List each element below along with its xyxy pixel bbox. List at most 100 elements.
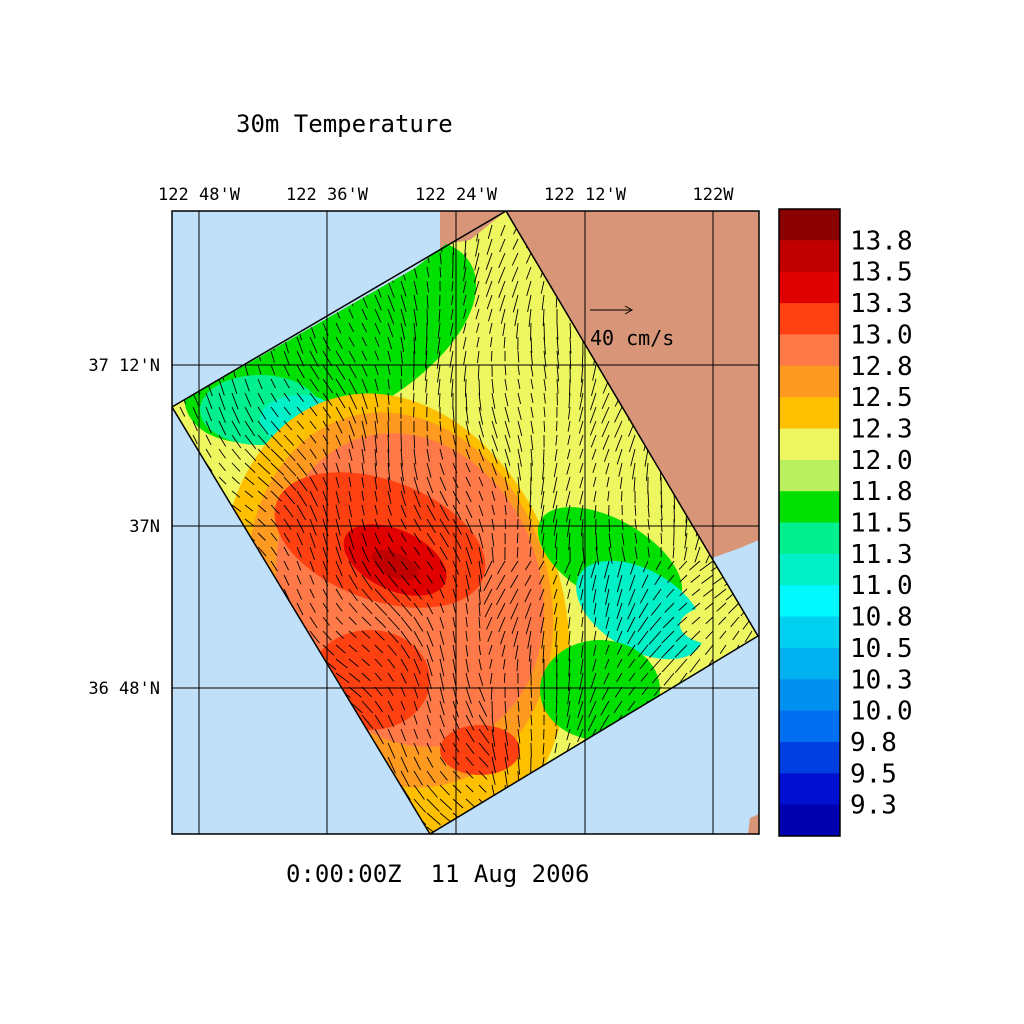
velocity-arrow bbox=[555, 546, 558, 560]
velocity-arrow bbox=[639, 588, 649, 604]
velocity-arrow bbox=[486, 294, 493, 310]
velocity-arrow bbox=[478, 476, 484, 487]
velocity-arrow bbox=[361, 392, 368, 410]
velocity-arrow bbox=[231, 504, 242, 512]
velocity-arrow bbox=[594, 504, 597, 519]
velocity-arrow bbox=[387, 490, 392, 504]
velocity-arrow bbox=[437, 378, 441, 396]
velocity-arrow bbox=[361, 406, 368, 425]
velocity-arrow bbox=[511, 266, 519, 282]
velocity-arrow bbox=[437, 336, 441, 355]
velocity-arrow bbox=[478, 616, 481, 629]
velocity-arrow bbox=[555, 700, 558, 715]
velocity-arrow bbox=[439, 476, 447, 491]
velocity-arrow bbox=[551, 560, 558, 571]
velocity-arrow bbox=[400, 490, 407, 507]
velocity-arrow bbox=[244, 476, 255, 486]
velocity-arrow bbox=[511, 616, 519, 634]
velocity-arrow bbox=[616, 574, 623, 593]
colorbar-label: 12.3 bbox=[850, 415, 913, 445]
velocity-arrow bbox=[655, 560, 662, 571]
velocity-arrow bbox=[541, 532, 545, 546]
velocity-arrow bbox=[387, 294, 395, 312]
velocity-arrow bbox=[678, 560, 688, 570]
velocity-arrow bbox=[439, 448, 444, 460]
velocity-arrow bbox=[361, 714, 374, 729]
velocity-arrow bbox=[556, 322, 559, 340]
velocity-arrow bbox=[719, 644, 727, 654]
velocity-arrow bbox=[496, 588, 506, 606]
velocity-arrow bbox=[592, 588, 597, 603]
graticule bbox=[172, 211, 759, 834]
velocity-arrow bbox=[439, 630, 445, 646]
velocity-arrow bbox=[424, 364, 428, 381]
velocity-arrow bbox=[283, 546, 290, 557]
velocity-arrow bbox=[516, 322, 519, 339]
velocity-arrow bbox=[530, 336, 533, 353]
velocity-arrow bbox=[530, 700, 533, 712]
velocity-arrow bbox=[439, 434, 443, 445]
velocity-arrow bbox=[529, 504, 532, 520]
velocity-arrow bbox=[361, 560, 372, 577]
velocity-arrow bbox=[543, 392, 546, 404]
velocity-arrow bbox=[374, 420, 378, 439]
velocity-arrow bbox=[517, 378, 521, 389]
velocity-arrow bbox=[524, 602, 532, 619]
velocity-arrow bbox=[218, 420, 227, 436]
velocity-arrow bbox=[543, 420, 546, 432]
velocity-arrow bbox=[309, 476, 318, 491]
velocity-arrow bbox=[552, 574, 558, 585]
velocity-arrow bbox=[704, 644, 714, 655]
velocity-arrow bbox=[567, 602, 571, 614]
velocity-arrow bbox=[437, 322, 441, 339]
velocity-arrow bbox=[400, 322, 406, 340]
velocity-arrow bbox=[439, 266, 442, 278]
velocity-arrow bbox=[426, 742, 432, 753]
velocity-arrow bbox=[231, 462, 241, 472]
velocity-arrow bbox=[628, 658, 636, 669]
velocity-arrow bbox=[503, 672, 506, 684]
velocity-arrow bbox=[465, 714, 475, 731]
velocity-arrow bbox=[335, 350, 345, 365]
velocity-arrow bbox=[218, 462, 226, 472]
velocity-arrow bbox=[679, 574, 688, 583]
colorbar-segment bbox=[779, 679, 840, 712]
velocity-arrow bbox=[348, 448, 353, 461]
velocity-arrow bbox=[654, 574, 662, 586]
velocity-arrow bbox=[387, 742, 396, 759]
velocity-arrow bbox=[591, 448, 597, 460]
colorbar-segment bbox=[779, 303, 840, 335]
velocity-arrow bbox=[475, 238, 480, 257]
velocity-arrow bbox=[413, 630, 423, 647]
velocity-arrow bbox=[554, 742, 558, 753]
velocity-arrow bbox=[387, 336, 393, 350]
velocity-arrow bbox=[555, 630, 558, 648]
velocity-arrow bbox=[309, 434, 317, 444]
velocity-arrow bbox=[530, 434, 534, 451]
velocity-arrow bbox=[638, 602, 649, 619]
velocity-arrow bbox=[542, 546, 545, 558]
velocity-arrow bbox=[361, 644, 370, 653]
velocity-arrow bbox=[439, 742, 446, 753]
velocity-arrow bbox=[452, 798, 464, 809]
velocity-arrow bbox=[426, 798, 440, 812]
velocity-arrow bbox=[335, 336, 343, 349]
velocity-arrow bbox=[488, 308, 493, 322]
lon-tick-label: 122 24'W bbox=[415, 185, 498, 205]
velocity-arrow bbox=[525, 266, 532, 280]
velocity-arrow bbox=[400, 560, 409, 571]
colorbar-segment bbox=[779, 365, 840, 398]
velocity-arrow bbox=[500, 630, 506, 645]
velocity-arrow bbox=[616, 616, 623, 631]
velocity-arrow bbox=[517, 420, 523, 437]
velocity-arrow bbox=[322, 644, 335, 656]
velocity-arrow bbox=[504, 378, 508, 391]
velocity-arrow bbox=[426, 280, 429, 293]
velocity-arrow bbox=[649, 616, 662, 631]
velocity-arrow bbox=[452, 602, 456, 613]
velocity-arrow bbox=[555, 644, 558, 663]
velocity-arrow bbox=[283, 574, 290, 586]
velocity-arrow bbox=[616, 588, 623, 607]
velocity-arrow bbox=[309, 406, 318, 417]
